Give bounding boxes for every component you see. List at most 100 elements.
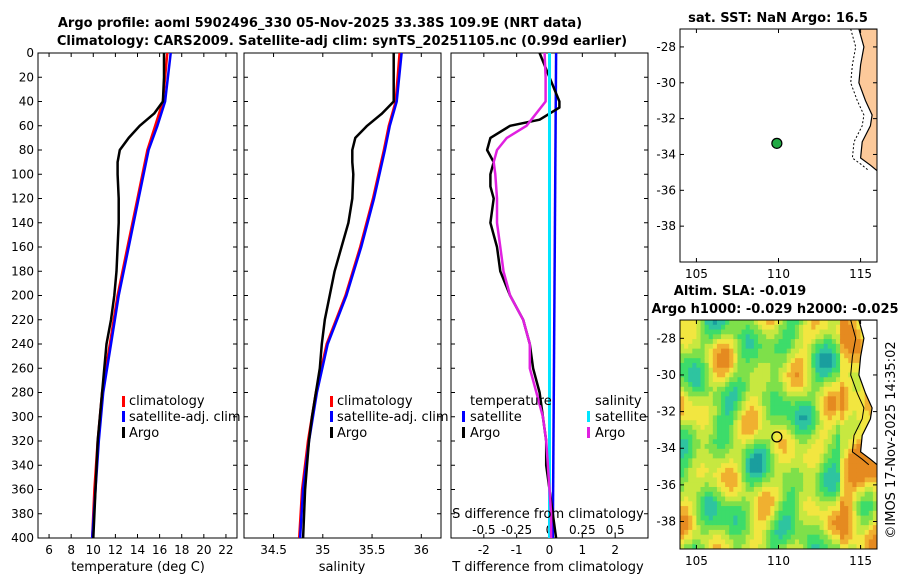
sla-cell	[725, 415, 730, 421]
sla-cell	[803, 467, 808, 474]
sla-cell	[737, 529, 743, 536]
sla-map-title-2: Argo h1000: -0.029 h2000: -0.025	[651, 302, 898, 317]
sla-cell	[712, 339, 718, 345]
sla-cell	[762, 410, 767, 417]
sla-cell	[844, 448, 849, 455]
sla-cell	[721, 348, 726, 354]
sla-cell	[848, 367, 853, 374]
sla-cell	[827, 396, 833, 402]
sla-cell	[803, 472, 808, 479]
sla-cell	[725, 405, 730, 412]
sla-cell	[790, 534, 796, 541]
sla-cell	[688, 367, 693, 374]
sla-cell	[766, 444, 771, 450]
sla-cell	[680, 463, 685, 469]
sla-cell	[696, 339, 702, 345]
sla-cell	[741, 444, 747, 450]
sla-cell	[848, 420, 853, 426]
sla-cell	[733, 367, 739, 374]
sla-cell	[696, 458, 702, 464]
sla-cell	[733, 405, 739, 412]
sla-cell	[729, 362, 734, 369]
sla-cell	[852, 458, 858, 464]
sla-cell	[778, 343, 784, 350]
sla-cell	[823, 458, 829, 464]
sla-cell	[864, 410, 870, 417]
sla-cell	[708, 506, 714, 512]
sla-cell	[840, 391, 845, 397]
sla-cell	[733, 396, 739, 402]
sla-cell	[803, 477, 808, 483]
sla-cell	[815, 420, 821, 426]
sla-cell	[786, 520, 792, 526]
sla-cell	[790, 496, 796, 502]
sla-cell	[737, 362, 743, 369]
sla-cell	[684, 501, 689, 507]
sla-cell	[860, 420, 866, 426]
sla-cell	[737, 544, 743, 549]
sla-cell	[827, 477, 833, 483]
sla-cell	[848, 362, 853, 369]
sla-cell	[684, 472, 689, 479]
sla-cell	[762, 477, 767, 483]
sla-cell	[692, 529, 698, 536]
sla-cell	[852, 386, 858, 393]
sla-cell	[844, 367, 849, 374]
x-tick-label: 35.5	[359, 543, 386, 557]
sla-cell	[782, 377, 788, 383]
sla-cell	[766, 382, 771, 388]
sla-cell	[774, 405, 780, 412]
sla-cell	[712, 486, 718, 493]
sla-cell	[835, 539, 841, 545]
sla-cell	[856, 391, 862, 397]
sla-cell	[840, 410, 845, 417]
sla-cell	[856, 515, 862, 521]
sla-cell	[684, 467, 689, 474]
sla-cell	[733, 515, 739, 521]
sla-cell	[688, 329, 693, 335]
sla-cell	[680, 382, 685, 388]
sla-cell	[868, 506, 874, 512]
sla-cell	[757, 324, 763, 331]
sla-cell	[786, 405, 792, 412]
sla-cell	[823, 448, 829, 455]
sla-cell	[794, 539, 800, 545]
sla-cell	[815, 415, 821, 421]
sla-cell	[799, 415, 804, 421]
sla-cell	[860, 501, 866, 507]
sla-cell	[819, 529, 825, 536]
sla-cell	[704, 477, 710, 483]
sla-cell	[766, 377, 771, 383]
sla-cell	[794, 486, 800, 493]
sla-cell	[868, 458, 874, 464]
sla-cell	[712, 539, 718, 545]
sla-cell	[844, 405, 849, 412]
sla-cell	[721, 439, 726, 445]
sla-cell	[819, 539, 825, 545]
sla-cell	[688, 420, 693, 426]
sla-cell	[762, 396, 767, 402]
sla-cell	[774, 458, 780, 464]
sla-cell	[831, 467, 837, 474]
sla-cell	[782, 463, 788, 469]
sla-cell	[753, 444, 759, 450]
sla-cell	[835, 348, 841, 354]
sla-cell	[819, 396, 825, 402]
sla-cell	[811, 410, 817, 417]
sla-cell	[688, 453, 693, 459]
sla-cell	[872, 525, 877, 531]
sla-cell	[757, 320, 763, 326]
sla-cell	[770, 424, 775, 431]
sla-cell	[712, 472, 718, 479]
sla-cell	[778, 358, 784, 364]
sla-cell	[745, 544, 751, 549]
sla-cell	[766, 463, 771, 469]
sla-cell	[819, 453, 825, 459]
sla-cell	[745, 391, 751, 397]
legend-label-climatology: climatology	[129, 394, 205, 409]
sla-cell	[696, 496, 702, 502]
sla-cell	[778, 534, 784, 541]
sla-cell	[762, 520, 767, 526]
sla-cell	[757, 525, 763, 531]
sla-cell	[778, 448, 784, 455]
